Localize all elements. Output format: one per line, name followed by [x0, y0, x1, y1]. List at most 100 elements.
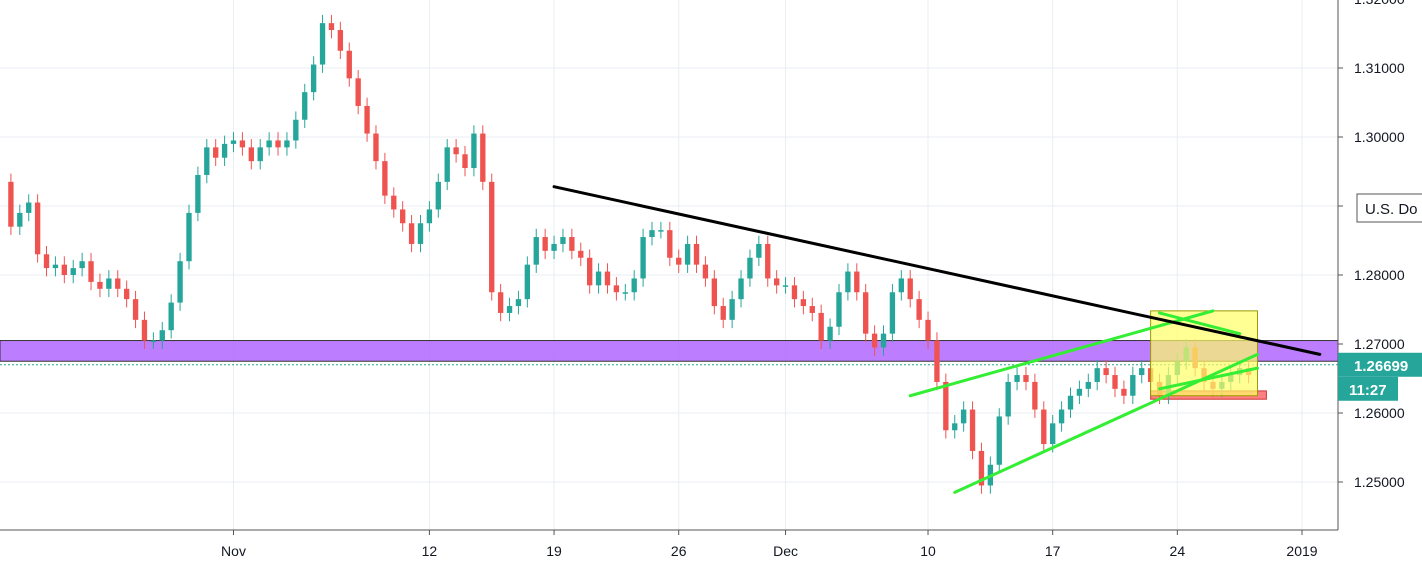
candle-body	[551, 243, 557, 251]
candle-body	[230, 140, 237, 144]
candle-body	[925, 319, 931, 341]
candle-body	[328, 23, 335, 31]
candle-body	[302, 92, 308, 120]
candle-body	[595, 271, 602, 286]
candle-body	[515, 299, 522, 307]
candle-body	[782, 285, 789, 287]
candle-body	[863, 292, 869, 334]
candle-body	[88, 261, 94, 282]
candle-body	[408, 223, 415, 244]
candle-body	[827, 326, 833, 341]
x-tick-label: 12	[422, 543, 438, 559]
candle-body	[319, 23, 326, 65]
candle-body	[61, 264, 67, 275]
y-tick-label: 1.26000	[1354, 405, 1405, 421]
candle-body	[836, 292, 842, 327]
candle-body	[115, 278, 121, 289]
candle-body	[266, 140, 272, 148]
candle-body	[248, 147, 254, 162]
candle-body	[711, 278, 717, 307]
candle-body	[373, 133, 379, 162]
candle-body	[70, 268, 76, 275]
candle-body	[168, 302, 174, 331]
candle-body	[213, 147, 219, 158]
candle-body	[952, 423, 958, 431]
last-price-label: 1.26699	[1354, 358, 1408, 375]
candle-body	[800, 299, 807, 307]
candle-body	[889, 292, 896, 334]
candle-body	[684, 243, 691, 265]
candle-body	[79, 261, 85, 269]
candle-body	[17, 212, 23, 227]
candle-body	[355, 78, 361, 106]
grid-lines	[0, 0, 1338, 530]
candle-body	[1130, 375, 1136, 396]
candle-body	[1067, 395, 1074, 410]
candle-body	[391, 195, 397, 210]
zones	[0, 340, 1339, 400]
candle-body	[1076, 388, 1083, 396]
candle-body	[747, 257, 753, 279]
y-tick-label: 1.27000	[1354, 336, 1405, 352]
candle-body	[569, 237, 575, 251]
wedge-lower-extension-line	[1158, 366, 1259, 391]
price-axis-bg	[1338, 0, 1422, 564]
candle-body	[756, 243, 762, 258]
candle-body	[8, 181, 14, 227]
candle-body	[658, 230, 664, 232]
candle-body	[578, 250, 584, 258]
drawings	[552, 185, 1322, 494]
candle-body	[845, 271, 851, 293]
candle-body	[310, 64, 317, 93]
candle-body	[818, 312, 824, 341]
candle-body	[480, 133, 486, 182]
candles	[8, 14, 1252, 494]
y-tick-label: 1.30000	[1354, 129, 1405, 145]
candle-body	[622, 292, 628, 294]
candle-body	[604, 271, 611, 286]
candle-body	[560, 237, 566, 244]
candle-body	[141, 319, 148, 341]
y-tick-label: 1.32000	[1354, 0, 1405, 7]
candle-body	[1058, 409, 1065, 424]
candle-body	[613, 285, 620, 293]
candle-body	[1014, 375, 1020, 382]
candle-body	[239, 140, 246, 148]
candle-body	[996, 416, 1002, 465]
candle-body	[382, 161, 388, 196]
candle-body	[159, 330, 165, 341]
candle-body	[204, 147, 210, 175]
instrument-label: U.S. Do	[1365, 201, 1418, 218]
candle-body	[1103, 368, 1109, 376]
x-tick-label: 10	[920, 543, 936, 559]
candle-body	[123, 288, 130, 300]
y-tick-label: 1.25000	[1354, 474, 1405, 490]
candle-body	[1085, 381, 1091, 389]
resistance-zone	[0, 340, 1339, 362]
candle-body	[1041, 409, 1047, 445]
y-tick-label: 1.31000	[1354, 60, 1405, 76]
candle-body	[738, 278, 744, 300]
candle-body	[854, 271, 860, 293]
candle-body	[1139, 368, 1145, 376]
candle-body	[1112, 375, 1118, 389]
candle-body	[693, 243, 700, 265]
candle-body	[907, 278, 913, 300]
candle-body	[676, 257, 682, 265]
candle-body	[765, 243, 771, 279]
x-tick-label: 24	[1170, 543, 1186, 559]
candle-body	[1094, 368, 1100, 382]
x-tick-label: 2019	[1286, 543, 1317, 559]
downtrend-line	[552, 185, 1322, 356]
x-tick-label: 19	[546, 543, 562, 559]
candle-body	[960, 409, 967, 424]
candle-body	[1005, 381, 1011, 417]
candle-body	[444, 147, 450, 182]
candle-body	[150, 340, 157, 343]
candle-body	[1023, 375, 1029, 382]
candle-body	[497, 292, 504, 313]
candle-body	[364, 105, 370, 134]
wedge-upper-extension-line	[1158, 311, 1242, 336]
candle-body	[26, 202, 32, 213]
